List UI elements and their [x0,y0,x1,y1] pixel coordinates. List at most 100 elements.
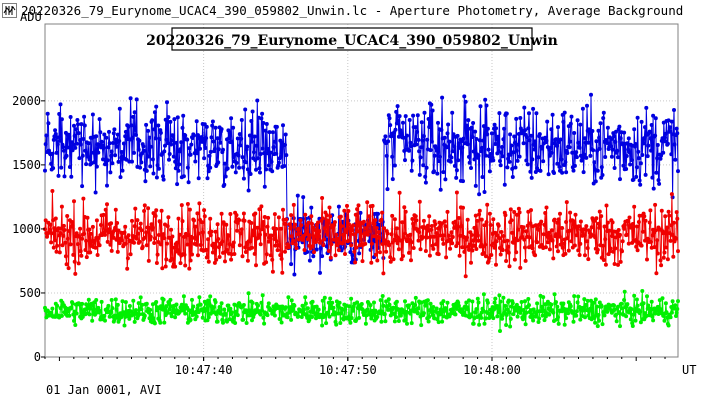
data-point [609,154,614,159]
data-point [312,250,316,255]
data-point [123,241,128,246]
data-point [524,310,529,315]
data-point [133,206,138,211]
data-point [596,128,601,133]
data-point [576,140,581,145]
data-point [113,153,118,158]
data-point [574,313,579,318]
data-point [573,212,578,217]
data-point [672,220,676,225]
data-point [61,148,66,153]
data-point [431,246,436,251]
data-point [603,155,608,159]
data-point [448,237,453,242]
data-point [530,157,535,162]
data-point [310,299,315,304]
data-point [574,155,579,160]
data-point [204,308,209,313]
data-point [190,297,194,302]
data-point [152,241,157,245]
data-point [417,199,422,204]
data-point [123,300,128,305]
data-point [182,252,187,257]
data-point [221,320,225,325]
data-point [70,148,75,153]
data-point [563,251,568,256]
data-point [227,136,231,141]
data-point [94,218,99,223]
data-point [130,135,135,140]
data-point [625,141,630,146]
data-point [473,183,478,188]
data-point [347,238,352,243]
data-point [52,226,57,231]
data-point [196,253,200,258]
data-point [210,250,215,255]
data-point [415,129,420,134]
data-point [372,234,376,239]
data-point [486,147,491,152]
data-point [195,211,200,216]
data-point [356,203,361,208]
data-point [610,220,615,225]
data-point [223,259,227,264]
data-point [489,310,494,315]
data-point [254,143,259,148]
data-point [416,306,421,311]
data-point [561,301,566,306]
data-point [428,301,433,306]
data-point [359,302,364,306]
data-point [491,316,496,321]
data-point [144,122,149,127]
data-point [229,116,234,121]
data-point [155,163,160,168]
data-point [580,106,585,111]
data-point [576,248,581,253]
data-point [586,257,591,262]
data-point [168,297,173,302]
data-point [659,263,664,268]
data-point [618,324,622,329]
data-point [142,313,147,318]
data-point [282,164,287,168]
data-point [90,318,95,323]
data-point [80,153,85,158]
data-point [213,125,218,130]
data-point [266,301,271,306]
data-point [376,230,381,234]
data-point [426,319,431,324]
data-point [640,229,645,234]
data-point [669,152,674,157]
data-point [53,128,58,133]
data-point [167,152,172,156]
data-point [245,167,250,172]
data-point [70,301,75,306]
lightcurve-app-icon[interactable] [2,3,17,18]
data-point [278,226,283,231]
data-point [208,294,213,299]
data-point [500,145,505,149]
data-point [83,148,88,153]
data-point [230,164,235,169]
data-point [554,137,558,142]
data-point [624,167,629,171]
data-point [481,124,486,129]
data-point [121,141,126,146]
data-point [252,134,257,139]
data-point [270,130,275,135]
data-point [133,127,138,132]
data-point [210,119,215,124]
data-point [667,213,672,218]
data-point [87,227,92,232]
data-point [552,292,557,297]
data-point [338,311,343,316]
data-point [516,227,521,232]
data-point [309,205,314,210]
data-point [654,170,659,175]
data-point [310,244,315,249]
data-point [267,130,272,135]
data-point [640,153,645,157]
data-point [614,129,618,134]
data-point [388,123,393,128]
data-point [461,136,466,141]
